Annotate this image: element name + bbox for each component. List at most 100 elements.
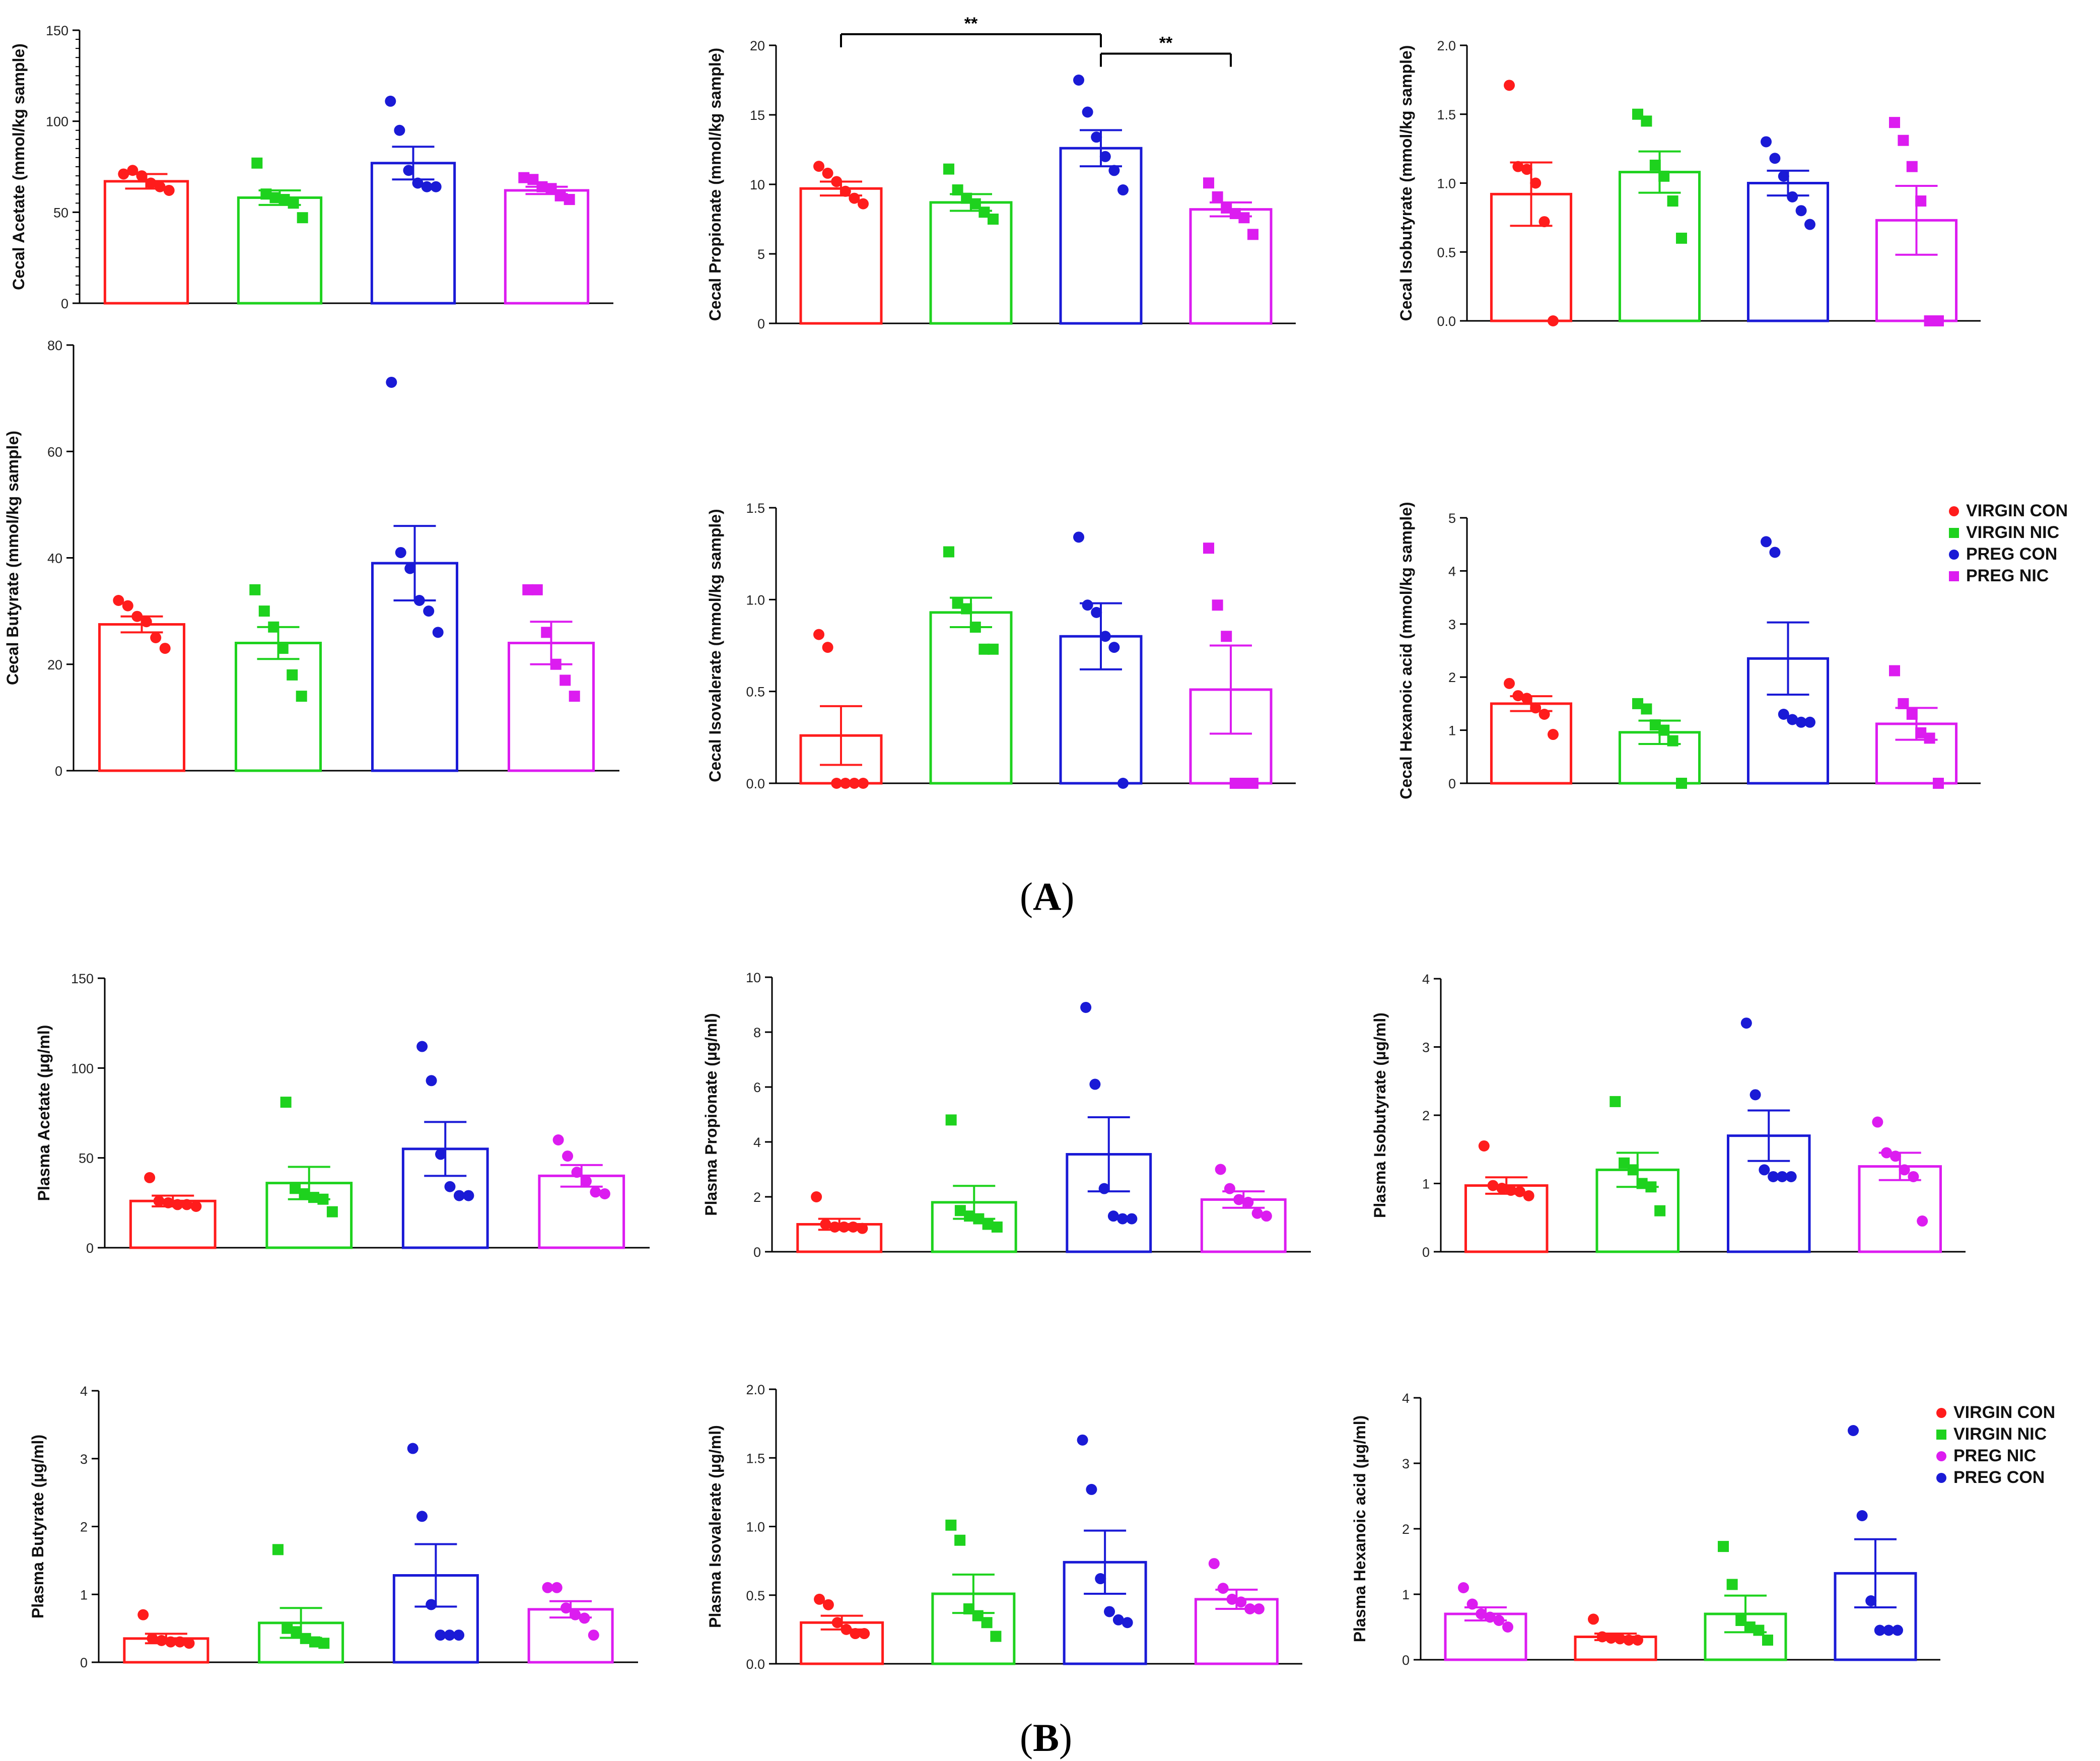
data-point xyxy=(1484,1611,1496,1623)
legend-item: PREG CON xyxy=(1949,544,2068,565)
data-point xyxy=(326,1206,338,1217)
data-point xyxy=(421,181,433,192)
data-point xyxy=(1547,315,1559,326)
panel-label-a: (A) xyxy=(1020,874,1075,918)
data-point xyxy=(1769,547,1781,558)
data-point xyxy=(1917,1215,1928,1227)
data-point xyxy=(813,161,825,172)
data-point xyxy=(570,1609,581,1620)
data-point xyxy=(1226,1593,1238,1605)
data-point xyxy=(981,1617,993,1629)
data-point xyxy=(1641,115,1652,127)
bar xyxy=(1189,208,1273,325)
legend-marker-icon xyxy=(1949,527,1959,538)
y-tick-label: 6 xyxy=(753,1080,761,1095)
data-point xyxy=(1089,1078,1101,1090)
data-point xyxy=(404,563,416,574)
data-point xyxy=(386,376,397,388)
legend-item: PREG CON xyxy=(1936,1467,2055,1488)
y-tick-label: 1 xyxy=(1422,1177,1430,1192)
data-point xyxy=(560,1602,572,1614)
data-point xyxy=(1740,1018,1752,1029)
data-point xyxy=(1649,159,1661,171)
legend-label: PREG NIC xyxy=(1953,1446,2037,1465)
y-tick-label: 4 xyxy=(1448,564,1456,579)
data-point xyxy=(1865,1595,1877,1606)
data-point xyxy=(831,176,843,187)
y-tick-label: 150 xyxy=(46,23,68,38)
data-point xyxy=(569,691,580,702)
data-point xyxy=(1906,161,1918,172)
data-point xyxy=(850,1628,861,1640)
data-point xyxy=(1744,1621,1756,1633)
data-point xyxy=(1514,1186,1525,1197)
data-point xyxy=(1521,693,1532,704)
data-point xyxy=(1073,531,1085,543)
data-point xyxy=(945,1519,957,1531)
data-point xyxy=(1753,1624,1765,1636)
data-point xyxy=(1098,1183,1110,1194)
data-point xyxy=(952,597,963,609)
y-axis-title: Cecal Isobutyrate (mmol/kg sample) xyxy=(1397,45,1415,321)
data-point xyxy=(159,643,171,654)
data-point xyxy=(1787,191,1798,202)
legend-item: VIRGIN CON xyxy=(1949,500,2068,522)
y-axis-title: Plasma Isobutyrate (µg/ml) xyxy=(1371,1012,1389,1218)
y-axis-title: Cecal Propionate (mmol/kg sample) xyxy=(706,48,724,321)
chart-cecal-isovalerate: 0.0 0.5 1.0 1.5 Cecal Isovalerate (mmol/kg s… xyxy=(706,501,1296,791)
data-point xyxy=(1768,1171,1779,1182)
y-tick-label: 50 xyxy=(53,205,68,220)
data-point xyxy=(1614,1633,1626,1645)
data-point xyxy=(1899,1164,1910,1176)
data-point xyxy=(1086,1483,1097,1495)
data-point xyxy=(1908,1171,1919,1182)
data-point xyxy=(453,1190,465,1201)
data-point xyxy=(829,1221,841,1233)
data-point xyxy=(1778,708,1789,720)
data-point xyxy=(542,1582,553,1593)
data-point xyxy=(288,197,299,209)
data-point xyxy=(599,1188,610,1199)
data-point xyxy=(1588,1613,1599,1625)
data-point xyxy=(282,1622,293,1634)
data-point xyxy=(1203,543,1215,554)
data-point xyxy=(1523,1190,1534,1201)
y-tick-label: 0 xyxy=(1402,1653,1410,1668)
data-point xyxy=(1759,1164,1770,1176)
data-point xyxy=(395,547,406,558)
data-point xyxy=(1623,1635,1635,1646)
y-axis-title: Plasma Isovalerate (µg/ml) xyxy=(706,1425,724,1628)
data-point xyxy=(849,778,860,789)
data-point xyxy=(1505,1185,1517,1196)
data-point xyxy=(1848,1425,1859,1436)
legend-marker-icon xyxy=(1936,1451,1946,1461)
y-axis-title: Plasma Hexanoic acid (µg/ml) xyxy=(1351,1415,1369,1643)
data-point xyxy=(435,1630,446,1641)
data-point xyxy=(857,778,869,789)
data-point xyxy=(1512,161,1524,172)
chart-plasma-hexanoic: 0 1 2 3 4 Plasma Hexanoic acid (µg/ml) xyxy=(1351,1391,1940,1668)
data-point xyxy=(531,584,543,595)
significance-label: ** xyxy=(964,14,978,33)
data-point xyxy=(1804,716,1815,728)
bar xyxy=(929,201,1013,325)
data-point xyxy=(1512,690,1524,702)
data-point xyxy=(1632,1635,1643,1646)
data-point xyxy=(954,1534,966,1546)
data-point xyxy=(426,1075,437,1087)
data-point xyxy=(172,1199,183,1210)
data-point xyxy=(811,1191,822,1202)
panel-label-b: (B) xyxy=(1020,1716,1072,1759)
data-point xyxy=(590,1186,601,1198)
data-point xyxy=(579,1612,590,1624)
data-point xyxy=(822,167,833,179)
data-point xyxy=(1889,665,1901,676)
chart-cecal-butyrate: 0 20 40 60 80 Cecal Butyrate (mmol/kg sample) xyxy=(4,338,619,779)
legend-label: VIRGIN CON xyxy=(1966,501,2068,520)
y-tick-label: 0.0 xyxy=(1437,314,1456,329)
legend-item: VIRGIN NIC xyxy=(1936,1424,2055,1445)
y-tick-label: 0 xyxy=(86,1241,94,1256)
legend-marker-icon xyxy=(1949,549,1959,560)
data-point xyxy=(1112,1614,1124,1625)
